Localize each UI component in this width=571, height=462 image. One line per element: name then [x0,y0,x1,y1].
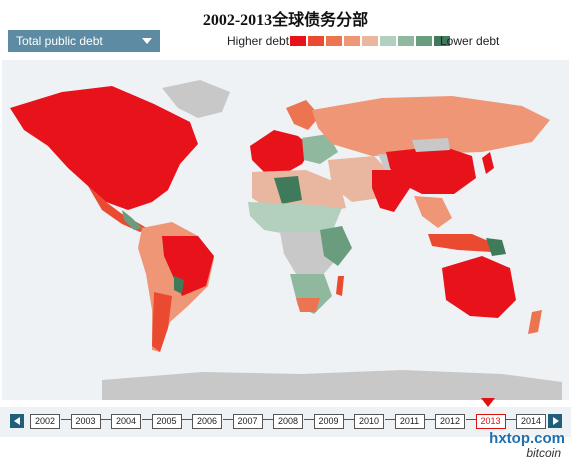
paraguay-green [174,276,184,294]
new-zealand [528,310,542,334]
mexico-central-america [88,186,150,232]
year-button-2011[interactable]: 2011 [394,414,425,429]
east-africa-green [320,226,352,266]
year-button-2006[interactable]: 2006 [192,414,222,429]
eastern-europe [302,134,338,164]
year-connector [222,419,233,420]
legend-swatch [416,36,432,46]
north-africa-green [274,176,302,204]
legend-swatch [380,36,396,46]
year-button-2002[interactable]: 2002 [30,414,60,429]
arrow-right-icon [553,417,559,425]
page-title: 2002-2013全球债务分部 [202,12,369,29]
year-button-2014[interactable]: 2014 [516,414,546,429]
metric-dropdown[interactable]: Total public debt [8,30,160,52]
year-connector [465,419,476,420]
madagascar [336,276,344,296]
indonesia [428,234,500,252]
year-button-2013[interactable]: 2013 [475,414,506,429]
year-connector [101,419,111,420]
china [386,146,476,194]
chevron-down-icon [142,38,152,44]
central-africa [280,232,336,278]
legend-high-label: Higher debt [227,34,290,48]
year-button-2010[interactable]: 2010 [354,414,384,429]
mongolia [412,138,450,152]
north-america [10,86,198,210]
legend-low-label: Lower debt [440,34,500,48]
year-connector [60,419,71,420]
year-connector [425,419,435,420]
world-debt-map[interactable] [2,60,569,400]
year-button-2012[interactable]: 2012 [435,414,465,429]
year-connector [141,419,152,420]
argentina [152,292,172,352]
year-button-2007[interactable]: 2007 [232,414,263,429]
central-america-green [122,210,142,230]
year-connector [263,419,273,420]
year-button-2005[interactable]: 2005 [151,414,182,429]
timeline-next-button[interactable] [548,414,562,428]
year-button-2009[interactable]: 2009 [313,414,344,429]
legend-swatch [362,36,378,46]
legend-swatch [326,36,342,46]
brazil [162,236,214,296]
year-connector [303,419,314,420]
legend-swatch [308,36,324,46]
legend-swatch [290,36,306,46]
papua-green [486,238,506,256]
world-map-svg [10,80,562,400]
year-connector [344,419,354,420]
greenland [162,80,230,118]
sahel [248,202,342,236]
europe-west [250,130,312,174]
watermark-brand: bitcoin [526,446,561,460]
russia [312,96,550,156]
year-connector [506,419,516,420]
australia [442,256,516,318]
antarctica [102,370,562,400]
southeast-asia [414,196,452,228]
legend-swatch [434,36,450,46]
year-button-2003[interactable]: 2003 [70,414,101,429]
legend-swatch [398,36,414,46]
timeline-prev-button[interactable] [10,414,24,428]
metric-dropdown-label: Total public debt [16,34,103,48]
arrow-left-icon [14,417,20,425]
year-connector [182,419,192,420]
south-africa [296,298,320,312]
watermark-site: hxtop.com [489,430,565,447]
scandinavia [286,100,320,130]
legend-swatch [344,36,360,46]
year-button-2004[interactable]: 2004 [111,414,141,429]
year-button-2008[interactable]: 2008 [273,414,303,429]
legend-color-scale [290,36,452,46]
japan [482,152,494,174]
year-connector [384,419,395,420]
selected-year-marker-icon [481,398,495,407]
